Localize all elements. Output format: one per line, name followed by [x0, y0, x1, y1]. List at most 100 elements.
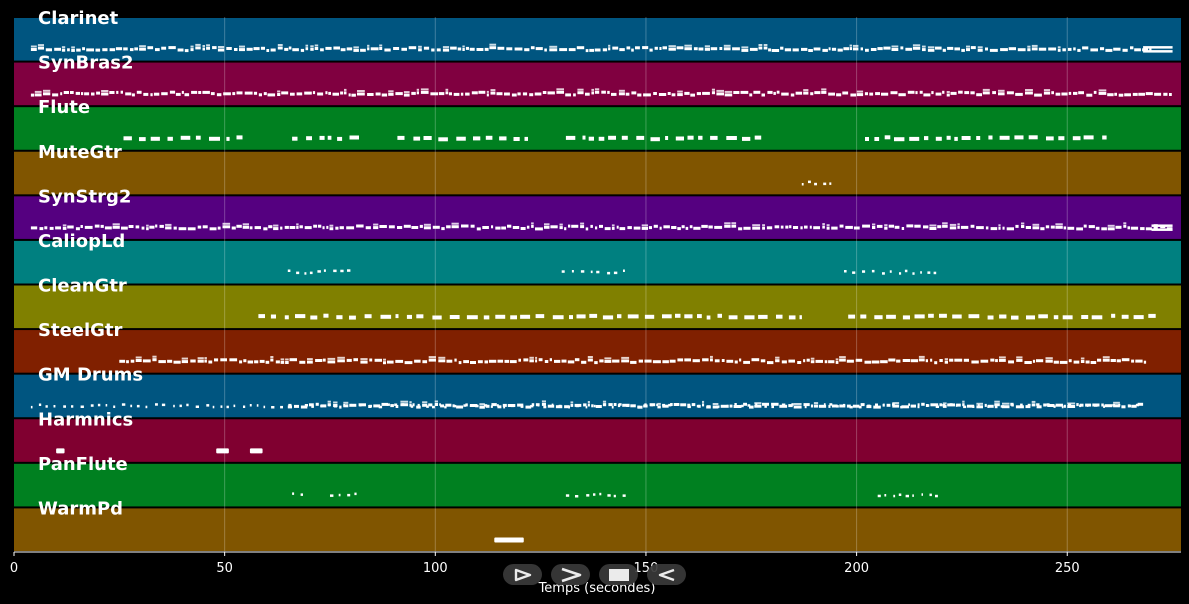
note-event	[662, 46, 667, 50]
note-event	[317, 270, 321, 273]
note-event	[544, 225, 550, 229]
note-event	[263, 227, 268, 231]
note-event	[1097, 358, 1102, 362]
note-event	[781, 92, 789, 96]
note-event	[898, 93, 906, 97]
note-event	[326, 225, 329, 229]
note-event	[330, 494, 334, 497]
note-event	[289, 226, 296, 229]
note-event	[254, 226, 261, 230]
note-event	[339, 226, 344, 230]
note-event	[654, 46, 658, 50]
track-lane	[14, 18, 1181, 61]
note-event	[1036, 359, 1044, 363]
note-event	[270, 358, 274, 362]
stop-button[interactable]	[599, 564, 638, 585]
note-event	[524, 48, 530, 52]
note-event	[329, 227, 334, 231]
note-event	[852, 271, 856, 274]
note-event	[956, 403, 961, 407]
note-event	[378, 405, 383, 409]
note-event	[594, 88, 600, 91]
note-event	[340, 48, 346, 52]
note-event	[484, 47, 489, 51]
note-event	[383, 361, 386, 365]
note-event	[923, 225, 929, 229]
note-event	[998, 89, 1005, 92]
note-event	[716, 89, 724, 92]
note-event	[422, 401, 428, 404]
note-event	[249, 404, 252, 407]
note-event	[195, 405, 199, 408]
note-event	[80, 405, 84, 408]
note-event	[456, 405, 464, 409]
rewind-button[interactable]	[647, 564, 686, 585]
note-event	[346, 226, 355, 230]
note-event	[327, 400, 331, 403]
note-event	[1151, 228, 1173, 231]
note-event	[139, 137, 146, 142]
play-button[interactable]	[503, 564, 542, 585]
note-event	[980, 359, 989, 363]
note-event	[587, 401, 590, 403]
track-lane	[14, 107, 1181, 150]
note-event	[1085, 403, 1092, 407]
note-event	[333, 269, 337, 273]
note-event	[1015, 224, 1019, 228]
note-event	[109, 48, 116, 52]
note-event	[638, 359, 643, 363]
note-event	[775, 359, 780, 363]
note-event	[146, 227, 149, 231]
note-event	[531, 222, 534, 225]
note-event	[323, 269, 326, 272]
note-event	[1021, 222, 1025, 225]
note-event	[925, 404, 929, 407]
note-event	[454, 358, 457, 362]
note-event	[1036, 403, 1040, 406]
note-event	[927, 46, 935, 49]
note-event	[875, 92, 880, 96]
note-event	[216, 448, 229, 454]
note-event	[574, 403, 582, 407]
note-event	[648, 226, 652, 230]
note-event	[469, 47, 475, 51]
note-event	[675, 136, 684, 141]
note-event	[490, 89, 496, 92]
note-event	[1127, 404, 1131, 408]
note-event	[1026, 315, 1035, 320]
note-event	[495, 226, 501, 230]
note-event	[395, 92, 403, 96]
note-event	[681, 225, 685, 229]
note-event	[1031, 44, 1038, 47]
note-event	[161, 46, 167, 50]
note-event	[374, 358, 382, 362]
note-event	[204, 357, 207, 360]
note-event	[1032, 226, 1040, 230]
note-event	[942, 404, 947, 408]
note-event	[637, 405, 643, 409]
note-event	[865, 48, 869, 52]
note-event	[300, 48, 305, 52]
note-event	[296, 223, 299, 226]
note-event	[112, 223, 120, 226]
track-lane	[14, 285, 1181, 329]
note-event	[905, 494, 909, 498]
note-event	[167, 359, 173, 363]
note-event	[937, 225, 942, 229]
note-event	[486, 93, 489, 97]
forward-button[interactable]	[551, 564, 590, 585]
note-event	[226, 47, 232, 50]
track-label-flute: Flute	[38, 97, 90, 118]
note-event	[693, 47, 698, 51]
note-event	[740, 90, 749, 94]
note-event	[292, 492, 295, 495]
note-event	[454, 404, 457, 408]
note-event	[977, 46, 983, 49]
note-event	[299, 225, 303, 229]
note-event	[220, 405, 223, 408]
note-event	[126, 360, 129, 364]
note-event	[401, 47, 407, 51]
note-event	[135, 356, 142, 359]
note-event	[542, 91, 547, 94]
